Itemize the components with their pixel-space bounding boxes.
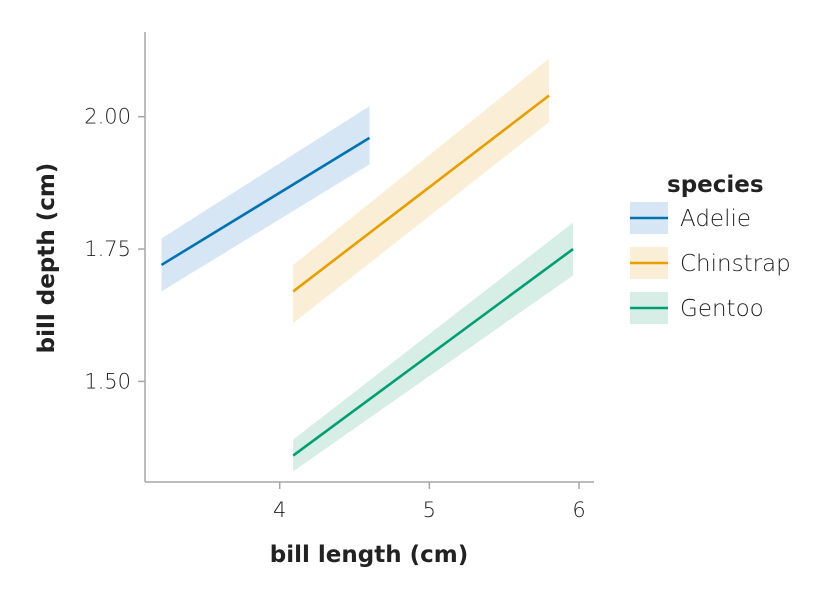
confidence-bands — [161, 58, 574, 472]
legend-label: Adelie — [680, 206, 751, 232]
confidence-band-adelie — [161, 106, 370, 292]
legend-item-chinstrap: Chinstrap — [630, 247, 791, 279]
x-tick-label: 5 — [423, 498, 436, 522]
x-tick-label: 4 — [273, 498, 286, 522]
x-tick-label: 6 — [572, 498, 585, 522]
series-line-chinstrap — [292, 94, 550, 293]
legend-item-gentoo: Gentoo — [630, 292, 764, 324]
y-axis-title: bill depth (cm) — [34, 163, 60, 354]
legend-title: species — [667, 172, 764, 198]
y-axis-ticks: 1.50 1.75 2.00 — [84, 105, 145, 393]
confidence-band-chinstrap — [293, 58, 550, 324]
series-line-adelie — [160, 136, 371, 267]
legend-item-adelie: Adelie — [630, 202, 751, 234]
y-tick-label: 1.75 — [84, 237, 131, 261]
legend-label: Gentoo — [680, 296, 764, 322]
confidence-band-gentoo — [293, 222, 574, 472]
series-line-gentoo — [292, 248, 574, 457]
x-axis-title: bill length (cm) — [270, 542, 468, 568]
legend-label: Chinstrap — [680, 251, 791, 277]
y-tick-label: 2.00 — [84, 105, 131, 129]
y-tick-label: 1.50 — [84, 369, 131, 393]
legend: species Adelie Chinstrap Gentoo — [630, 172, 791, 324]
regression-lines — [160, 94, 574, 457]
x-axis-ticks: 4 5 6 — [273, 482, 586, 522]
legend-items: Adelie Chinstrap Gentoo — [630, 202, 791, 324]
